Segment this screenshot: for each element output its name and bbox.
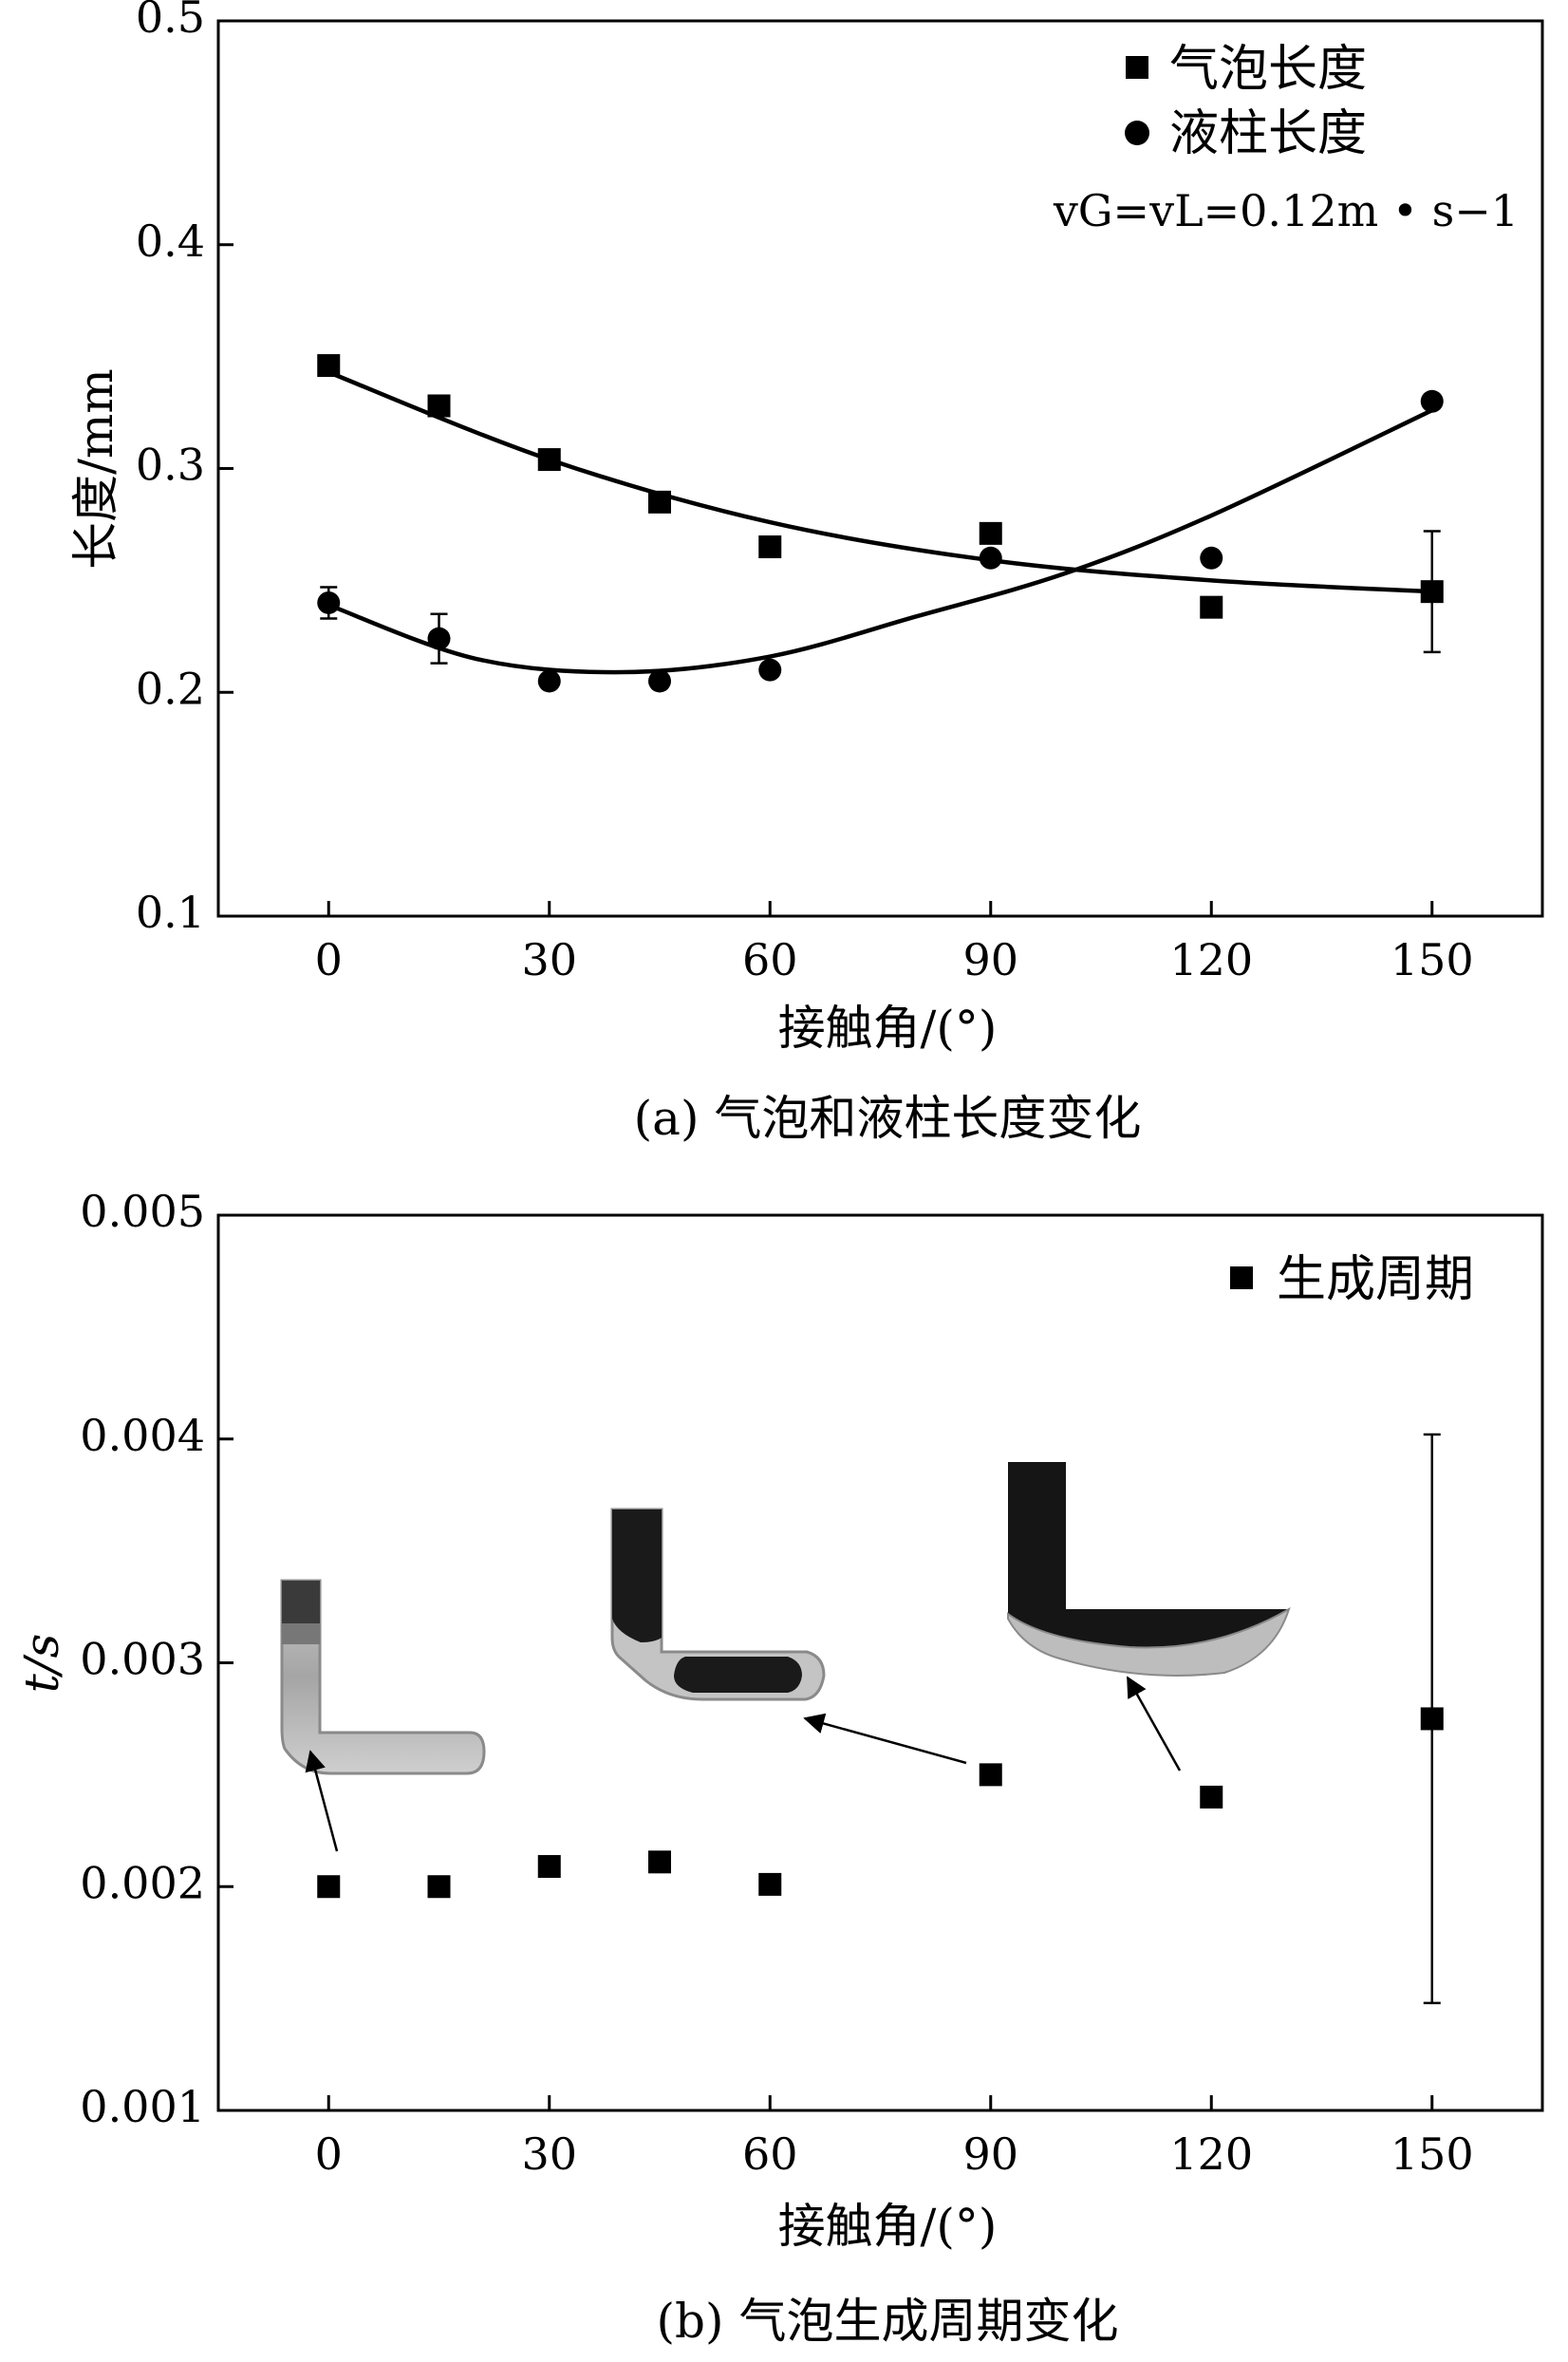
data-point-circle <box>1420 389 1444 413</box>
x-tick-label: 0 <box>315 2128 343 2180</box>
data-point-circle <box>537 669 561 693</box>
y-tick-label: 0.5 <box>136 0 205 43</box>
x-tick-label: 30 <box>521 2128 577 2180</box>
x-tick-label: 0 <box>315 934 343 985</box>
data-point-square <box>537 1855 561 1879</box>
chart-caption: (b) 气泡生成周期变化 <box>657 2294 1119 2349</box>
y-axis-title: t/s <box>14 1634 69 1694</box>
data-point-square <box>758 535 782 559</box>
velocity-condition-note: vG=vL=0.12m • s−1 <box>1053 185 1519 236</box>
error-bars <box>320 530 1441 665</box>
legend-circle-marker <box>1125 121 1149 145</box>
y-tick-label: 0.4 <box>136 216 205 267</box>
data-point-square <box>317 354 341 378</box>
fit-curve-slug <box>327 408 1433 675</box>
bubble-shape-thumbnail-at-90-degrees <box>610 1508 826 1701</box>
y-tick-label: 0.3 <box>136 440 205 491</box>
data-points <box>317 1707 1444 1899</box>
data-point-square <box>979 521 1002 545</box>
bubble-shape-thumbnail-at-120-degrees <box>1007 1462 1291 1677</box>
x-tick-label: 150 <box>1391 934 1474 985</box>
inset-arrow-0-degrees <box>305 1750 339 1852</box>
x-tick-label: 120 <box>1169 934 1253 985</box>
legend: 气泡长度 液柱长度 <box>1125 41 1367 162</box>
y-tick-label: 0.005 <box>80 1186 205 1237</box>
data-point-square <box>1420 1707 1444 1731</box>
data-point-circle <box>648 669 671 693</box>
data-point-square <box>1420 580 1444 604</box>
legend: 生成周期 <box>1230 1251 1474 1308</box>
data-point-circle <box>979 546 1002 570</box>
data-point-square <box>427 394 451 418</box>
legend-label-slug-length: 液柱长度 <box>1169 105 1367 162</box>
data-point-circle <box>317 590 341 614</box>
data-point-square <box>648 490 671 514</box>
data-point-square <box>758 1872 782 1896</box>
y-tick-label: 0.1 <box>136 887 205 938</box>
plot-frame <box>216 1213 1544 2112</box>
bubble-and-slug-length-chart: 0.1 0.2 0.3 0.4 0.5 0 30 60 90 120 150 长度/mm 接触角/… <box>68 0 1544 1146</box>
chart-caption: (a) 气泡和液柱长度变化 <box>634 1091 1142 1146</box>
data-point-circle <box>427 627 451 650</box>
data-point-square <box>1200 1785 1223 1809</box>
x-tick-label: 60 <box>742 934 798 985</box>
bubble-shape-thumbnail-at-0-degrees <box>280 1579 486 1775</box>
y-axis-ticks: 0.1 0.2 0.3 0.4 0.5 <box>136 0 233 938</box>
y-tick-label: 0.004 <box>80 1410 205 1461</box>
y-tick-label: 0.003 <box>80 1634 205 1685</box>
data-point-square <box>317 1875 341 1899</box>
y-axis-ticks: 0.001 0.002 0.003 0.004 0.005 <box>80 1186 233 2132</box>
legend-square-marker <box>1126 56 1148 79</box>
y-axis-title: 长度/mm <box>68 368 123 570</box>
x-tick-label: 60 <box>742 2128 798 2180</box>
legend-label-generation-period: 生成周期 <box>1277 1251 1474 1308</box>
data-points <box>317 354 1444 693</box>
legend-label-bubble-length: 气泡长度 <box>1169 41 1367 98</box>
data-point-square <box>537 448 561 472</box>
x-tick-label: 120 <box>1169 2128 1253 2180</box>
data-point-square <box>427 1875 451 1899</box>
x-tick-label: 30 <box>521 934 577 985</box>
x-tick-label: 150 <box>1391 2128 1474 2180</box>
data-point-circle <box>1200 546 1223 570</box>
x-tick-label: 90 <box>962 934 1018 985</box>
legend-square-marker <box>1230 1266 1253 1289</box>
fit-curves <box>327 370 1433 675</box>
y-tick-label: 0.2 <box>136 663 205 714</box>
x-axis-ticks: 0 30 60 90 120 150 <box>315 2095 1474 2180</box>
inset-arrow-90-degrees <box>803 1713 967 1765</box>
fit-curve-bubble <box>327 370 1432 594</box>
data-point-circle <box>758 658 782 682</box>
x-axis-title: 接触角/(°) <box>778 1001 998 1056</box>
y-tick-label: 0.002 <box>80 1857 205 1908</box>
data-point-square <box>979 1763 1002 1787</box>
data-point-square <box>648 1850 671 1874</box>
x-axis-title: 接触角/(°) <box>778 2199 998 2254</box>
y-tick-label: 0.001 <box>80 2081 205 2132</box>
data-point-square <box>1200 595 1223 619</box>
x-tick-label: 90 <box>962 2128 1018 2180</box>
inset-arrow-120-degrees <box>1126 1676 1182 1772</box>
x-axis-ticks: 0 30 60 90 120 150 <box>315 901 1474 985</box>
